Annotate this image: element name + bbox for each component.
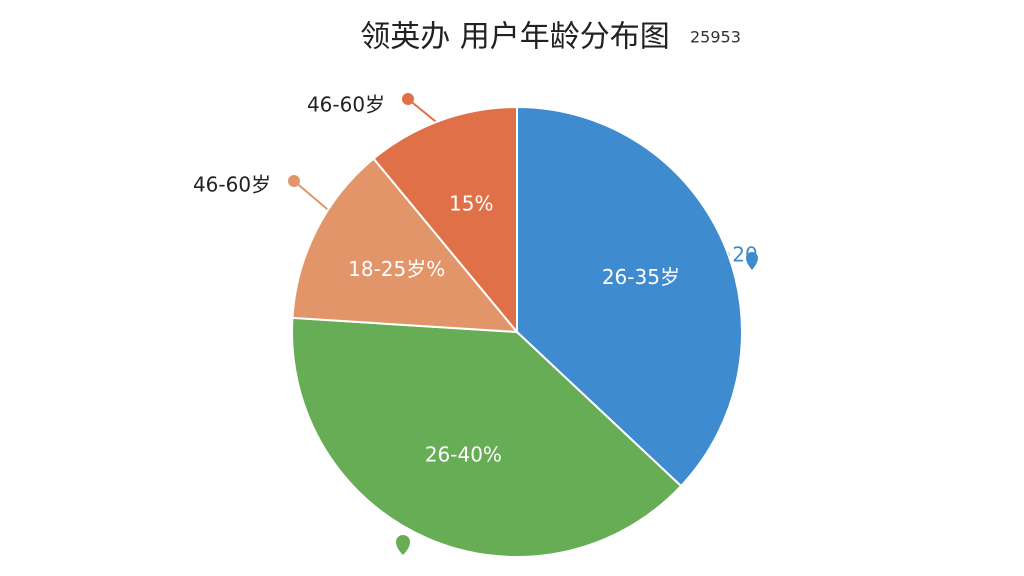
pie-slice (516, 105, 743, 488)
slice-label: 26-35岁 (602, 265, 680, 289)
slice-label: 26-40% (425, 442, 502, 466)
pie-slice (372, 105, 518, 335)
annotation: 46-60岁 (307, 93, 385, 117)
annotation: 46-60岁 (193, 173, 271, 197)
chart-subtitle: 25953 (690, 28, 741, 47)
slice-label: 18-25岁% (348, 257, 445, 281)
pie-slice (291, 157, 520, 334)
slice-label: 15% (449, 191, 493, 215)
annotation: 20 (732, 243, 757, 267)
pie-slice (291, 316, 683, 558)
chart-title: 领英办 用户年龄分布图 (360, 20, 670, 55)
